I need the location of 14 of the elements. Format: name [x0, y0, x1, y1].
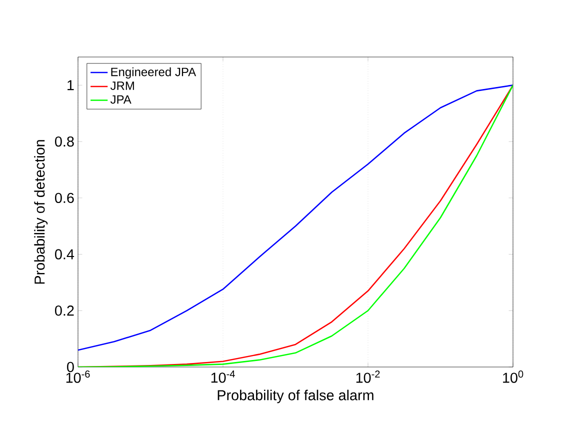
y-tick-label: 0.8 [55, 136, 74, 147]
y-tick-label: 1 [68, 80, 74, 90]
y-tick-label: 0.4 [55, 249, 74, 260]
legend-label: Engineered JPA [111, 67, 196, 79]
y-tick-label: 0.6 [55, 192, 74, 204]
legend-label: JPA [110, 95, 132, 104]
y-tick-label: 0 [67, 362, 74, 372]
x-tick-label: 10$^{-2}$ [356, 370, 380, 383]
x-axis-title: Probability of false alarm [218, 390, 374, 404]
y-tick-label: 0.2 [55, 306, 74, 316]
y-axis-title: Probability of detection [34, 140, 48, 284]
x-tick-label: 10$^{-4}$ [211, 370, 235, 383]
legend-label: JRM [110, 82, 134, 90]
x-tick-label: 10$^{0}$ [503, 370, 524, 383]
